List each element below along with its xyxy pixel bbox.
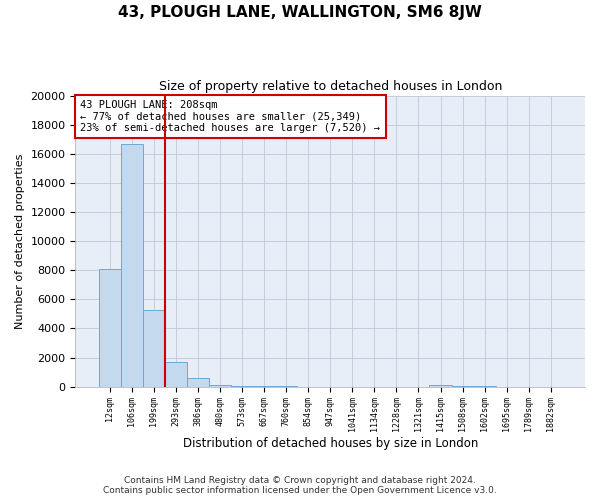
Text: 43, PLOUGH LANE, WALLINGTON, SM6 8JW: 43, PLOUGH LANE, WALLINGTON, SM6 8JW xyxy=(118,5,482,20)
Bar xyxy=(165,362,187,386)
Text: 43 PLOUGH LANE: 208sqm
← 77% of detached houses are smaller (25,349)
23% of semi: 43 PLOUGH LANE: 208sqm ← 77% of detached… xyxy=(80,100,380,133)
Bar xyxy=(98,269,121,386)
Title: Size of property relative to detached houses in London: Size of property relative to detached ho… xyxy=(158,80,502,93)
Text: Contains HM Land Registry data © Crown copyright and database right 2024.
Contai: Contains HM Land Registry data © Crown c… xyxy=(103,476,497,495)
Bar xyxy=(430,384,452,386)
Bar xyxy=(143,310,165,386)
Bar xyxy=(187,378,209,386)
Y-axis label: Number of detached properties: Number of detached properties xyxy=(15,154,25,329)
Bar xyxy=(121,144,143,386)
X-axis label: Distribution of detached houses by size in London: Distribution of detached houses by size … xyxy=(182,437,478,450)
Bar xyxy=(209,384,231,386)
